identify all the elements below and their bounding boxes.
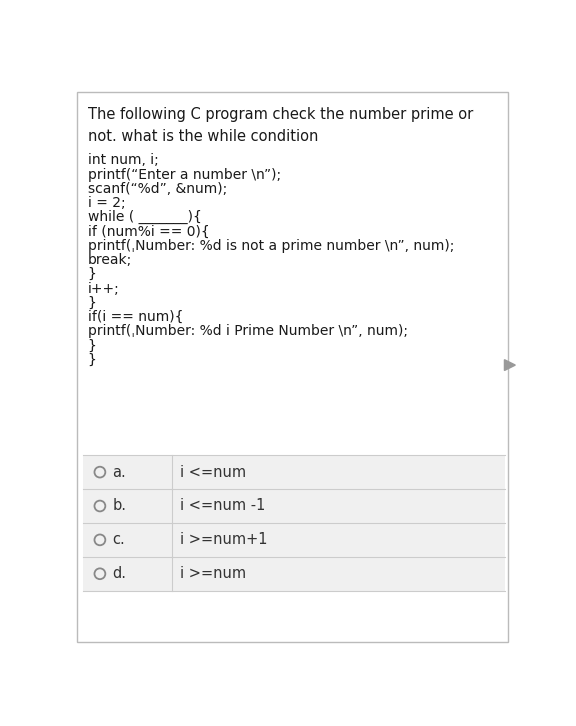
- FancyBboxPatch shape: [77, 91, 507, 642]
- Text: printf(“Enter a number \n”);: printf(“Enter a number \n”);: [88, 168, 281, 182]
- Text: break;: break;: [88, 253, 132, 267]
- FancyBboxPatch shape: [83, 455, 505, 489]
- FancyBboxPatch shape: [83, 489, 505, 523]
- Text: The following C program check the number prime or
not. what is the while conditi: The following C program check the number…: [88, 107, 473, 144]
- Text: if (num%i == 0){: if (num%i == 0){: [88, 224, 209, 239]
- Text: }: }: [88, 295, 96, 310]
- Text: i <=num: i <=num: [180, 465, 246, 480]
- Text: i++;: i++;: [88, 282, 119, 295]
- Polygon shape: [505, 359, 516, 370]
- Text: i >=num: i >=num: [180, 566, 246, 582]
- Text: b.: b.: [112, 499, 126, 513]
- FancyBboxPatch shape: [83, 557, 505, 591]
- Text: i >=num+1: i >=num+1: [180, 532, 267, 547]
- FancyBboxPatch shape: [83, 523, 505, 557]
- Text: scanf(“%d”, &num);: scanf(“%d”, &num);: [88, 182, 227, 196]
- Text: while ( _______){: while ( _______){: [88, 211, 202, 224]
- Text: printf(ˌNumber: %d i Prime Number \n”, num);: printf(ˌNumber: %d i Prime Number \n”, n…: [88, 325, 407, 338]
- Text: c.: c.: [112, 532, 125, 547]
- Text: printf(ˌNumber: %d is not a prime number \n”, num);: printf(ˌNumber: %d is not a prime number…: [88, 239, 454, 253]
- Text: }: }: [88, 338, 96, 353]
- Text: }: }: [88, 353, 96, 367]
- Text: i = 2;: i = 2;: [88, 196, 125, 210]
- Text: d.: d.: [112, 566, 126, 582]
- Text: i <=num -1: i <=num -1: [180, 499, 265, 513]
- Text: if(i == num){: if(i == num){: [88, 310, 183, 324]
- Text: }: }: [88, 267, 96, 281]
- Text: a.: a.: [112, 465, 126, 480]
- Text: int num, i;: int num, i;: [88, 153, 158, 167]
